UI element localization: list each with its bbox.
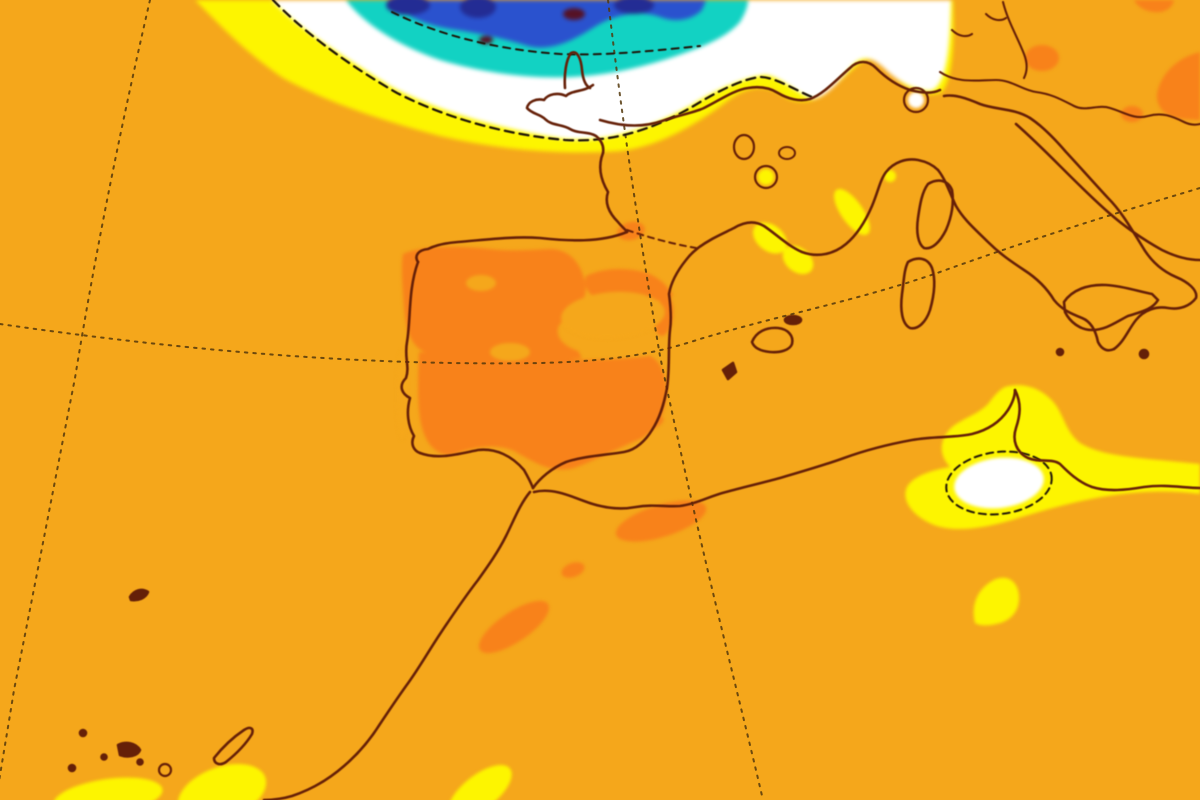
warm-anomaly-africa-streak-3 xyxy=(478,600,550,654)
mild-spot-ligurian-1 xyxy=(834,189,870,235)
coastline-adriatic-head xyxy=(942,94,1032,120)
contour-cold-line xyxy=(391,11,701,56)
coastline-tunisia-east xyxy=(1013,388,1200,492)
warm-anomaly-africa-streak-1 xyxy=(615,500,707,542)
coastline-spain-north xyxy=(415,230,629,264)
iberia-patch-hole-center xyxy=(561,291,665,339)
island-dot-south-sicily-2 xyxy=(1138,348,1150,360)
anomaly-contours xyxy=(271,0,1053,516)
coastline-italy-west xyxy=(936,168,1116,352)
corsica-outline xyxy=(915,179,955,250)
canary-dot-3 xyxy=(100,753,108,761)
graticule-parallel xyxy=(0,187,1200,365)
warm-anomaly-iberia-south xyxy=(418,352,667,470)
coastline-channel-france xyxy=(598,60,942,127)
warm-anomaly-right-edge xyxy=(1156,52,1200,120)
colder-navy-spot-1 xyxy=(386,0,430,15)
mild-spot-bottom-center xyxy=(448,765,512,800)
mild-spot-bottom-left-1 xyxy=(53,777,163,800)
warm-anomaly-alps-blob-small xyxy=(1121,106,1143,122)
mild-spot-rhone-dot xyxy=(758,169,774,185)
dark-coast-spot-channel xyxy=(563,8,585,20)
madeira xyxy=(128,588,150,602)
sardinia-outline xyxy=(899,257,936,330)
canary-ring xyxy=(157,762,173,778)
coastline-morocco-atlantic xyxy=(262,490,532,800)
menorca xyxy=(783,314,803,326)
alps-mark-2 xyxy=(984,12,1008,22)
graticule-meridian-center xyxy=(607,0,764,800)
neutral-spot-alps-dot xyxy=(908,92,924,108)
alps-mark-1 xyxy=(950,28,974,38)
warm-anomaly-africa-streak-2 xyxy=(561,562,585,578)
coastline-med-france xyxy=(696,158,940,257)
canary-islands xyxy=(67,726,254,778)
cold-band-northwest xyxy=(195,0,954,153)
contour-tunisia-ring xyxy=(945,450,1053,516)
lake-ring-3 xyxy=(778,146,796,160)
contour-zero-line xyxy=(271,0,814,142)
lake-ring-1 xyxy=(732,133,756,161)
colder-navy-spot-2 xyxy=(460,0,496,18)
mallorca-outline xyxy=(750,326,794,354)
border-alps xyxy=(938,70,1200,126)
iberia-patch-coast-sliver xyxy=(397,350,407,440)
mild-spot-gulf-of-lion-1 xyxy=(753,222,787,254)
canary-dot-4 xyxy=(136,758,144,766)
alps-lake-ring xyxy=(902,86,930,114)
coastline-spain-east xyxy=(531,246,700,490)
warm-anomaly-alps-blob xyxy=(1025,45,1059,71)
dark-coast-spot-channel-2 xyxy=(479,36,493,44)
sicily-outline xyxy=(1062,283,1160,332)
canary-strip xyxy=(212,726,254,766)
coastlines xyxy=(67,0,1200,800)
coastline-italy-boot xyxy=(1028,116,1198,351)
colder-navy-spot-3 xyxy=(614,0,654,14)
warm-anomaly-patches xyxy=(397,0,1200,654)
island-dot-south-sicily-1 xyxy=(1055,347,1065,357)
neutral-spot-tunisia xyxy=(954,457,1044,509)
graticule-meridian-west xyxy=(0,0,151,782)
border-alps-branch xyxy=(1001,0,1028,80)
coastline-north-africa xyxy=(532,388,1017,510)
warm-anomaly-iberia-north xyxy=(401,246,586,361)
canary-dot-2 xyxy=(67,763,77,773)
canary-dot-1 xyxy=(78,728,88,738)
iberia-patch-hole-northwest xyxy=(466,275,496,291)
iberia-patch-hole-middle xyxy=(490,343,530,361)
mild-anomaly-tunisia-south-triangle xyxy=(973,577,1020,626)
coastline-france-west xyxy=(599,151,629,234)
lake-ring-2 xyxy=(753,164,779,190)
coastline-brittany xyxy=(525,83,605,155)
ibiza xyxy=(721,361,738,381)
warm-anomaly-southeast-tail xyxy=(608,414,664,436)
border-pyrenees xyxy=(626,229,697,249)
mild-spot-liguria-dot xyxy=(884,170,896,182)
mild-anomaly-spots xyxy=(53,92,1200,800)
coastline-cotentin xyxy=(563,51,592,90)
mild-spot-bottom-left-2 xyxy=(177,763,267,800)
coastline-balkan-adriatic xyxy=(1014,122,1200,262)
warm-anomaly-top-right-corner xyxy=(1134,0,1174,13)
canary-blob xyxy=(116,741,142,758)
coastline-iberia-south xyxy=(418,448,535,490)
coastline-portugal-west xyxy=(400,260,422,455)
